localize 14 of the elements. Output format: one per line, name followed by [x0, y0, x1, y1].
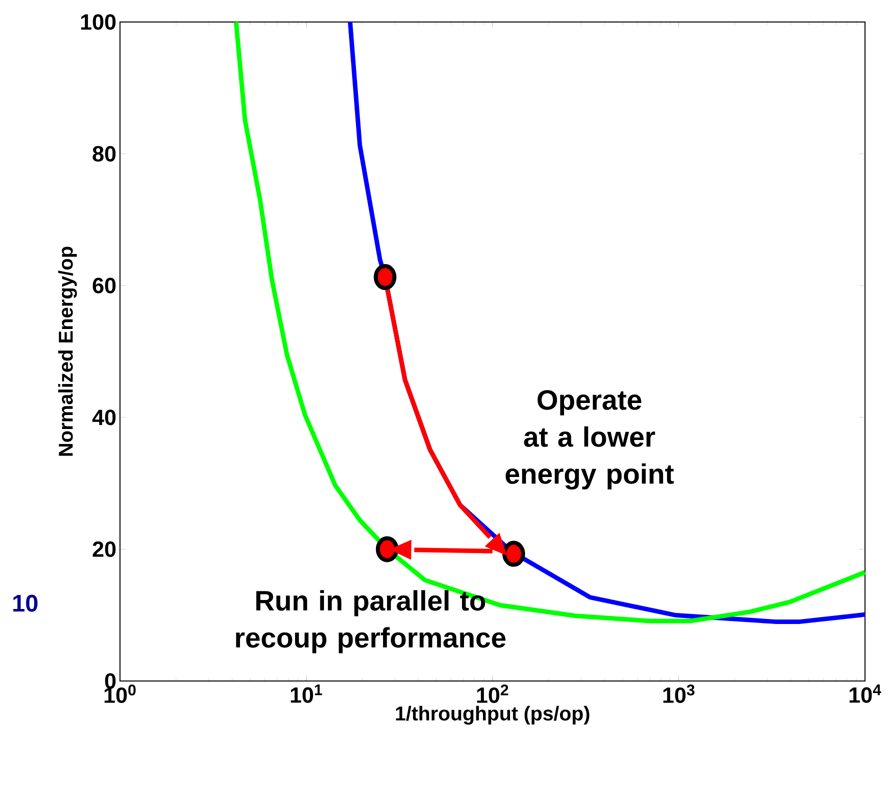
x-tick-label: 10$^{4}$ [850, 684, 882, 703]
y-axis-title: Normalized Energy/op [58, 246, 77, 456]
annotation: Operate at a lower energy point [506, 390, 674, 490]
y-tick-label: 80 [92, 146, 116, 162]
x-tick-label: 10$^{2}$ [477, 684, 508, 704]
y-tick-label: 40 [92, 410, 116, 426]
x-tick-label: 10$^{3}$ [663, 684, 694, 704]
y-tick-label: 60 [92, 278, 116, 294]
annotation: Run in parallel to recoup performance [236, 590, 506, 654]
x-tick-label: 10$^{1}$ [290, 684, 322, 703]
x-axis-title: 1/throughput (ps/op) [396, 706, 590, 725]
y-tick-label: 100 [81, 14, 116, 30]
y-tick-label: 20 [92, 541, 116, 557]
text: 10 [13, 594, 38, 612]
